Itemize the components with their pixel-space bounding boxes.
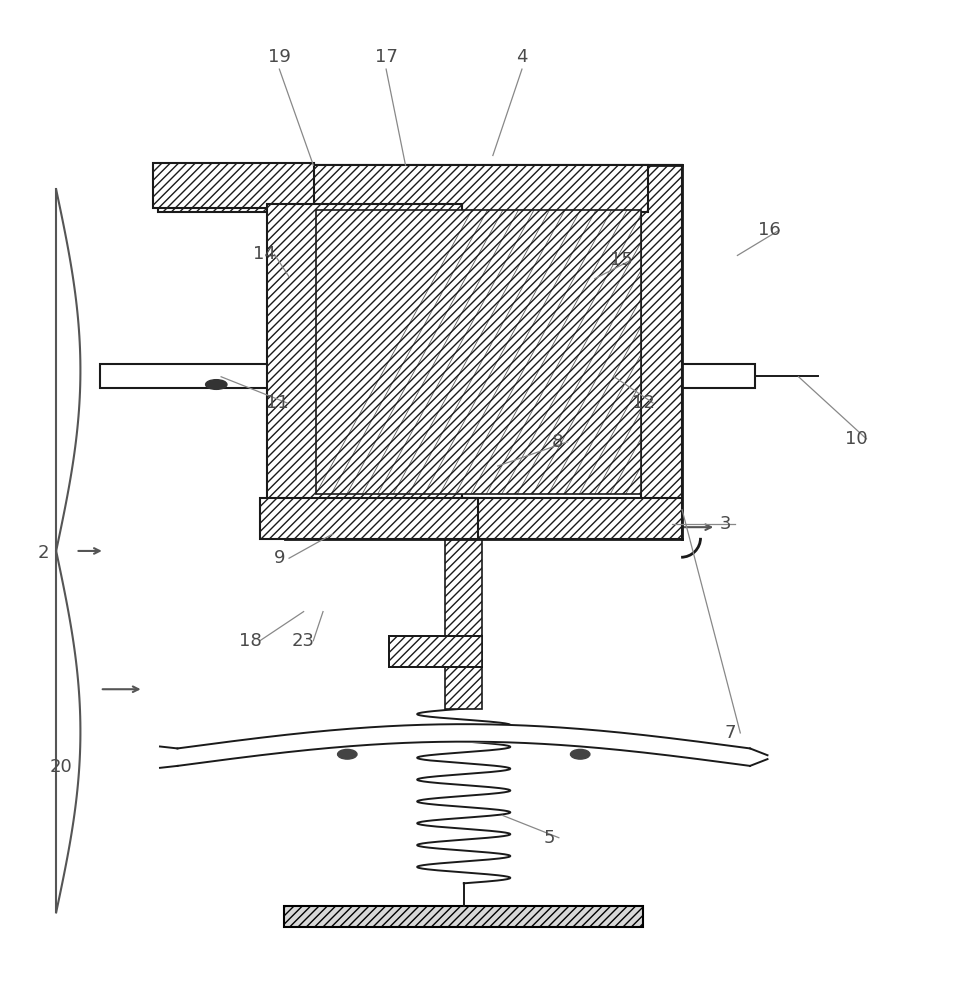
- Bar: [389, 636, 482, 667]
- Text: 16: 16: [758, 221, 781, 239]
- Text: 7: 7: [725, 724, 736, 742]
- Ellipse shape: [206, 380, 227, 389]
- Text: 2: 2: [38, 544, 49, 562]
- Text: 10: 10: [845, 430, 868, 448]
- Bar: [266, 204, 462, 502]
- Text: 19: 19: [268, 48, 291, 66]
- Text: 8: 8: [552, 433, 563, 451]
- Bar: [260, 498, 478, 539]
- Text: 18: 18: [239, 632, 262, 650]
- Bar: [641, 165, 682, 539]
- Text: 5: 5: [544, 829, 555, 847]
- Bar: [316, 210, 641, 494]
- Text: 11: 11: [266, 394, 289, 412]
- Ellipse shape: [571, 749, 590, 759]
- Text: 15: 15: [610, 251, 632, 269]
- Text: 3: 3: [720, 515, 731, 533]
- Bar: [445, 539, 482, 709]
- Text: 17: 17: [375, 48, 397, 66]
- Bar: [153, 163, 313, 208]
- Bar: [285, 165, 682, 206]
- Bar: [542, 364, 754, 388]
- Ellipse shape: [590, 380, 612, 389]
- Bar: [284, 906, 643, 927]
- Bar: [100, 364, 294, 388]
- Ellipse shape: [338, 749, 357, 759]
- Text: 4: 4: [516, 48, 528, 66]
- Text: 9: 9: [273, 549, 285, 567]
- Text: 14: 14: [254, 245, 276, 263]
- Text: 12: 12: [631, 394, 655, 412]
- Text: 20: 20: [50, 758, 72, 776]
- Bar: [285, 498, 682, 539]
- Text: 23: 23: [292, 632, 315, 650]
- Bar: [158, 165, 648, 212]
